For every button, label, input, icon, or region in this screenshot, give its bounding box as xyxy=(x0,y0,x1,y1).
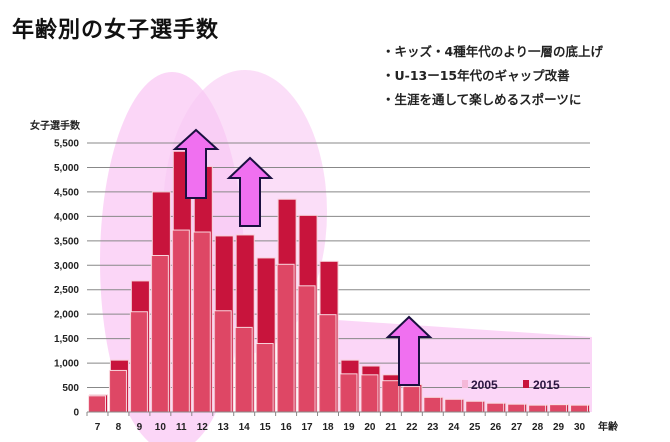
bar-2005 xyxy=(360,374,379,413)
bar-2005 xyxy=(318,314,337,413)
x-tick-label: 18 xyxy=(322,422,334,433)
x-tick-label: 27 xyxy=(511,422,523,433)
bar-2005 xyxy=(423,396,442,413)
x-tick-label: 10 xyxy=(155,422,167,433)
x-tick-label: 17 xyxy=(302,422,314,433)
bar-2005 xyxy=(213,310,232,413)
bar-2005 xyxy=(549,404,568,413)
bar-2005 xyxy=(150,254,169,413)
bar-2005 xyxy=(486,402,505,413)
x-tick-label: 29 xyxy=(553,422,565,433)
y-tick-label: 2,500 xyxy=(54,285,79,296)
x-tick-label: 8 xyxy=(116,422,122,433)
bar-2005 xyxy=(402,386,421,413)
y-tick-label: 3,000 xyxy=(54,261,79,272)
x-tick-label: 20 xyxy=(364,422,376,433)
bullet-item: ・生涯を通して楽しめるスポーツに xyxy=(382,92,582,107)
y-tick-label: 5,500 xyxy=(54,139,79,150)
x-tick-label: 9 xyxy=(137,422,143,433)
y-tick-label: 500 xyxy=(62,383,79,394)
chart-title: 年齢別の女子選手数 xyxy=(12,18,220,43)
bar-2005 xyxy=(381,380,400,413)
x-tick-label: 30 xyxy=(574,422,586,433)
bar-2005 xyxy=(276,263,295,413)
y-tick-label: 0 xyxy=(73,408,79,419)
up-arrow-icon xyxy=(172,128,220,199)
x-tick-label: 11 xyxy=(176,422,187,433)
bar-2005 xyxy=(171,229,190,413)
x-tick-label: 28 xyxy=(532,422,544,433)
bar-2005 xyxy=(108,369,127,413)
y-axis-label: 女子選手数 xyxy=(30,119,81,132)
x-tick-label: 22 xyxy=(406,422,418,433)
y-tick-label: 5,000 xyxy=(54,163,79,174)
legend-swatch-2015 xyxy=(523,380,529,388)
bar-2005 xyxy=(255,343,274,413)
x-tick-label: 16 xyxy=(281,422,293,433)
up-arrow-icon xyxy=(385,315,433,386)
y-tick-label: 3,500 xyxy=(54,236,79,247)
x-tick-label: 13 xyxy=(218,422,230,433)
x-tick-label: 25 xyxy=(469,422,481,433)
legend-swatch-2005 xyxy=(462,380,468,388)
bar-2005 xyxy=(339,373,358,413)
x-tick-label: 15 xyxy=(260,422,272,433)
legend-label-2005: 2005 xyxy=(471,378,498,392)
y-tick-label: 4,500 xyxy=(54,187,79,198)
x-tick-label: 23 xyxy=(427,422,439,433)
bullet-item: ・U-13ー15年代のギャップ改善 xyxy=(382,68,570,83)
up-arrow-icon xyxy=(226,156,274,227)
bar-2005 xyxy=(570,404,589,413)
x-tick-label: 12 xyxy=(197,422,209,433)
x-tick-label: 24 xyxy=(448,422,460,433)
x-axis-label: 年齢 xyxy=(598,420,619,433)
bar-2005 xyxy=(465,400,484,413)
bar-2005 xyxy=(297,285,316,413)
y-tick-label: 4,000 xyxy=(54,212,79,223)
legend-label-2015: 2015 xyxy=(533,378,560,392)
y-tick-label: 1,000 xyxy=(54,359,79,370)
bullet-list: ・キッズ・4種年代のより一層の底上げ ・U-13ー15年代のギャップ改善 ・生涯… xyxy=(382,40,603,112)
bar-2005 xyxy=(87,395,106,413)
y-tick-label: 1,500 xyxy=(54,334,79,345)
bullet-item: ・キッズ・4種年代のより一層の底上げ xyxy=(382,44,603,59)
bar-2005 xyxy=(444,398,463,413)
x-tick-label: 21 xyxy=(385,422,397,433)
x-tick-label: 7 xyxy=(95,422,101,433)
bar-2005 xyxy=(234,326,253,413)
x-tick-label: 19 xyxy=(343,422,355,433)
bar-2005 xyxy=(129,311,148,413)
bar-2005 xyxy=(192,231,211,413)
x-tick-label: 14 xyxy=(239,422,251,433)
bar-2005 xyxy=(528,404,547,413)
x-tick-label: 26 xyxy=(490,422,502,433)
y-tick-label: 2,000 xyxy=(54,310,79,321)
bar-2005 xyxy=(507,403,526,413)
